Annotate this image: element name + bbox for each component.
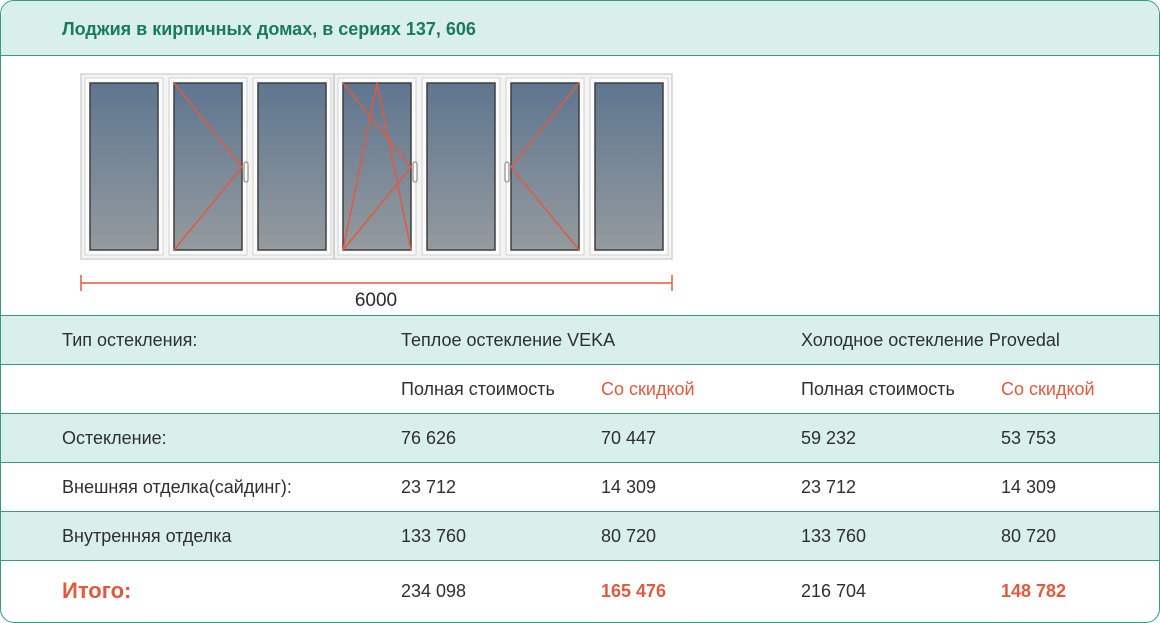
window-diagram: 6000 bbox=[80, 73, 673, 311]
warm-full-price: 76 626 bbox=[401, 428, 457, 448]
cold-glazing-label: Холодное остекление Provedal bbox=[801, 330, 1060, 350]
glass-pane-1 bbox=[89, 82, 159, 251]
full-price-label: Полная стоимость bbox=[401, 379, 555, 399]
table-header-row: Тип остекления: Теплое остекление VEKA Х… bbox=[1, 315, 1159, 364]
table-row: Внешняя отделка(сайдинг): 23 712 14 309 … bbox=[1, 462, 1159, 511]
cold-discount-price: 14 309 bbox=[1001, 477, 1057, 497]
table-row: Остекление: 76 626 70 447 59 232 53 753 bbox=[1, 413, 1159, 462]
handle-icon bbox=[243, 161, 249, 183]
opening-indicator-6 bbox=[510, 82, 580, 251]
total-label: Итого: bbox=[62, 578, 132, 603]
cold-total-full: 216 704 bbox=[801, 581, 867, 601]
cold-total-discount: 148 782 bbox=[1001, 581, 1067, 601]
opening-indicator-4a bbox=[342, 82, 412, 251]
opening-indicator-4b bbox=[342, 82, 412, 251]
cold-discount-price: 53 753 bbox=[1001, 428, 1057, 448]
warm-discount-price: 14 309 bbox=[601, 477, 657, 497]
table-subheader-row: Полная стоимость Со скидкой Полная стоим… bbox=[1, 364, 1159, 413]
glass-pane-6 bbox=[510, 82, 580, 251]
cold-full-price: 23 712 bbox=[801, 477, 857, 497]
dimension-line bbox=[80, 275, 673, 291]
warm-total-discount: 165 476 bbox=[601, 581, 667, 601]
glass-panes bbox=[89, 82, 664, 251]
cold-discount-price: 80 720 bbox=[1001, 526, 1057, 546]
glass-pane-5 bbox=[426, 82, 496, 251]
total-row: Итого: 234 098 165 476 216 704 148 782 bbox=[1, 560, 1159, 620]
cold-full-price: 59 232 bbox=[801, 428, 857, 448]
warm-full-price: 133 760 bbox=[401, 526, 467, 546]
table-row: Внутренняя отделка 133 760 80 720 133 76… bbox=[1, 511, 1159, 560]
warm-full-price: 23 712 bbox=[401, 477, 457, 497]
opening-indicators bbox=[173, 82, 580, 251]
warm-total-full: 234 098 bbox=[401, 581, 467, 601]
glass-pane-4 bbox=[342, 82, 412, 251]
row-label: Внешняя отделка(сайдинг): bbox=[62, 477, 292, 497]
warm-glazing-label: Теплое остекление VEKA bbox=[401, 330, 616, 350]
handle-icon bbox=[412, 161, 418, 183]
glass-pane-3 bbox=[257, 82, 327, 251]
warm-discount-price: 70 447 bbox=[601, 428, 657, 448]
glass-pane-2 bbox=[173, 82, 243, 251]
discount-label: Со скидкой bbox=[1001, 379, 1095, 399]
warm-discount-price: 80 720 bbox=[601, 526, 657, 546]
discount-label: Со скидкой bbox=[601, 379, 695, 399]
cold-full-price: 133 760 bbox=[801, 526, 867, 546]
type-label: Тип остекления: bbox=[62, 330, 198, 350]
handles bbox=[243, 161, 510, 183]
full-price-label: Полная стоимость bbox=[801, 379, 955, 399]
handle-icon bbox=[504, 161, 510, 183]
glass-pane-7 bbox=[594, 82, 664, 251]
card-title: Лоджия в кирпичных домах, в сериях 137, … bbox=[62, 19, 476, 39]
card-header: Лоджия в кирпичных домах, в сериях 137, … bbox=[1, 1, 1159, 56]
dimension-label: 6000 bbox=[355, 290, 397, 311]
row-label: Остекление: bbox=[62, 428, 167, 448]
row-label: Внутренняя отделка bbox=[62, 526, 232, 546]
opening-indicator-2 bbox=[173, 82, 243, 251]
